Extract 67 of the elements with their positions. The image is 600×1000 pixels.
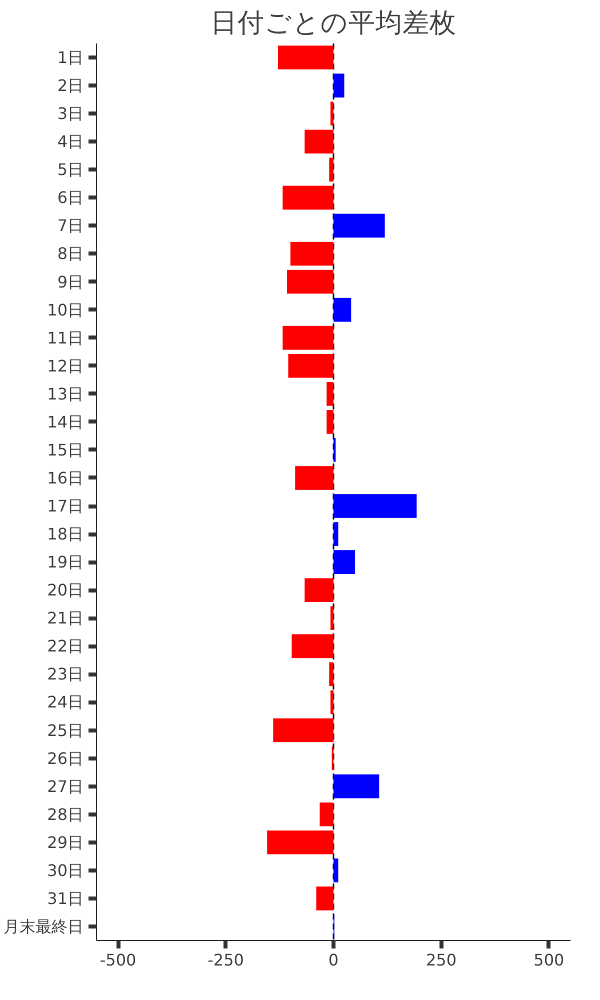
x-tick-label: 0: [328, 950, 339, 970]
y-tick-label: 12日: [47, 356, 84, 376]
y-tick-label: 18日: [47, 524, 84, 544]
bar: [295, 466, 334, 490]
bar: [330, 606, 334, 630]
bar: [282, 186, 334, 210]
bar: [273, 718, 334, 742]
y-tick-label: 6日: [57, 188, 84, 208]
bar: [278, 46, 334, 70]
bar: [326, 410, 334, 434]
y-tick-label: 29日: [47, 832, 84, 852]
y-tick-label: 11日: [47, 328, 84, 348]
bar: [292, 634, 334, 658]
y-tick-label: 19日: [47, 552, 84, 572]
bar: [286, 270, 334, 294]
y-tick-label: 1日: [57, 48, 84, 68]
bar: [304, 130, 334, 154]
y-tick-label: 25日: [47, 720, 84, 740]
bar: [329, 158, 334, 182]
y-tick-label: 23日: [47, 664, 84, 684]
y-tick-label: 14日: [47, 412, 84, 432]
y-tick-label: 27日: [47, 776, 84, 796]
x-tick-label: -500: [100, 950, 136, 970]
bar: [316, 886, 334, 910]
y-tick-label: 26日: [47, 748, 84, 768]
y-tick-label: 2日: [57, 76, 84, 96]
bar: [334, 858, 338, 882]
y-tick-label: 17日: [47, 496, 84, 516]
y-tick-label: 30日: [47, 860, 84, 880]
x-tick-label: 250: [426, 950, 457, 970]
y-tick-label: 21日: [47, 608, 84, 628]
x-tick-label: -250: [208, 950, 244, 970]
y-tick-label: 5日: [57, 160, 84, 180]
y-tick-label: 28日: [47, 804, 84, 824]
y-tick-label: 24日: [47, 692, 84, 712]
bar: [334, 74, 344, 98]
bar: [334, 214, 385, 238]
y-tick-label: 8日: [57, 244, 84, 264]
y-tick-label: 3日: [57, 104, 84, 124]
x-tick-label: 500: [534, 950, 564, 970]
y-tick-label: 20日: [47, 580, 84, 600]
bar: [267, 830, 334, 854]
y-tick-label: 月末最終日: [4, 916, 84, 936]
chart-title: 日付ごとの平均差枚: [210, 8, 456, 38]
y-tick-label: 22日: [47, 636, 84, 656]
bar: [334, 494, 417, 518]
bar: [304, 578, 334, 602]
bar: [288, 354, 334, 378]
y-tick-label: 10日: [47, 300, 84, 320]
y-tick-label: 7日: [57, 216, 84, 236]
bar: [334, 550, 356, 574]
y-tick-label: 15日: [47, 440, 84, 460]
bar: [330, 102, 334, 126]
y-tick-label: 4日: [57, 132, 84, 152]
bar: [334, 774, 380, 798]
bar: [290, 242, 334, 266]
bar: [329, 662, 334, 686]
y-tick-label: 13日: [47, 384, 84, 404]
bar: [330, 690, 334, 714]
bar: [282, 326, 334, 350]
y-tick-label: 16日: [47, 468, 84, 488]
bar: [320, 802, 334, 826]
y-tick-label: 31日: [47, 888, 84, 908]
bar: [334, 522, 338, 546]
bar: [326, 382, 334, 406]
bar: [334, 298, 352, 322]
y-tick-label: 9日: [57, 272, 84, 292]
